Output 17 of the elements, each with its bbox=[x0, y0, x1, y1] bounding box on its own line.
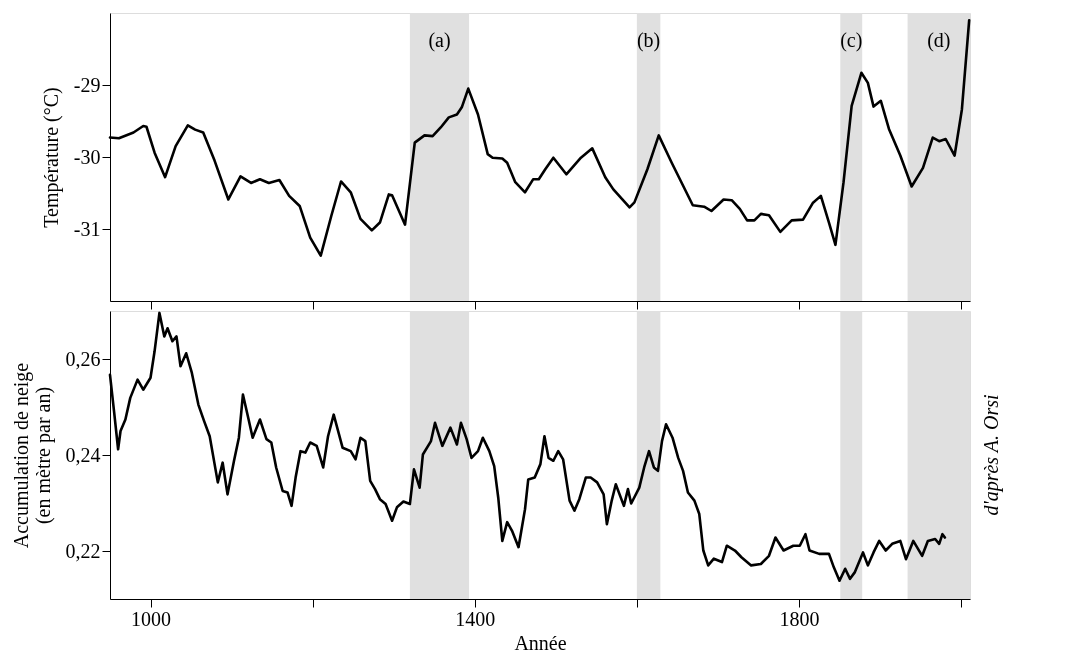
y-axis-title: Température (°C) bbox=[39, 87, 63, 228]
band-label: (d) bbox=[927, 29, 951, 52]
band-label: (a) bbox=[428, 29, 451, 52]
y-axis-title: Accumulation de neige (en mètre par an) bbox=[9, 362, 55, 549]
y-tick-label: -29 bbox=[73, 73, 101, 96]
y-tick-label: 0,24 bbox=[65, 443, 101, 466]
y-tick-label: 0,22 bbox=[65, 539, 101, 562]
x-tick-label: 1400 bbox=[455, 607, 496, 630]
band-label: (b) bbox=[636, 29, 661, 52]
text: d'après A. Orsi bbox=[980, 394, 1003, 516]
x-axis-title: Année bbox=[514, 631, 567, 654]
y-tick-label: 0,26 bbox=[65, 347, 101, 370]
band-label: (c) bbox=[840, 29, 863, 52]
y-tick-label: -31 bbox=[73, 217, 101, 240]
x-tick-label: 1800 bbox=[779, 607, 820, 630]
x-tick-label: 1000 bbox=[131, 607, 172, 630]
y-tick-label: -30 bbox=[73, 145, 101, 168]
